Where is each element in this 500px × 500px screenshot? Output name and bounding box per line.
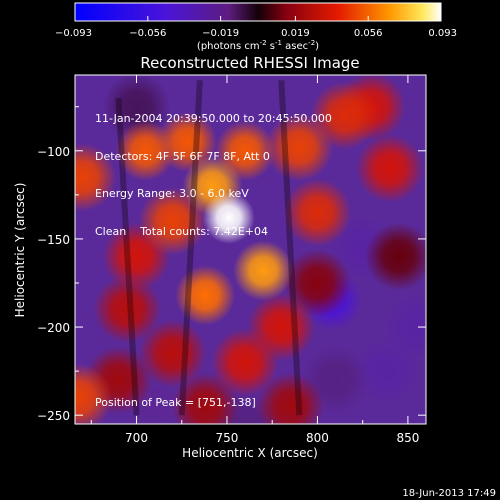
x-tick-label: 850 [396, 431, 419, 445]
heatmap-source [115, 120, 176, 181]
colorbar-tick-label: −0.019 [202, 28, 239, 39]
chart-title: Reconstructed RHESSI Image [140, 54, 359, 72]
heatmap-source [355, 134, 424, 203]
heatmap-image [75, 75, 426, 424]
heatmap-stripe [115, 97, 140, 416]
x-tick-label: 700 [125, 431, 148, 445]
y-tick-label: −250 [37, 409, 70, 423]
y-axis-label: Heliocentric Y (arcsec) [13, 183, 27, 318]
heatmap-minimum [382, 293, 426, 362]
y-tick-label: −150 [37, 233, 70, 247]
heatmap-source [138, 319, 207, 388]
colorbar-ticks: −0.093 −0.056 −0.019 0.019 0.056 0.093 [55, 16, 457, 39]
heatmap-source [175, 265, 236, 326]
heatmap-source [247, 293, 316, 362]
peak-position-label: Position of Peak = [751,-138] [95, 396, 256, 409]
colorbar-tick-label: 0.056 [354, 28, 383, 39]
x-tick-label: 750 [216, 431, 239, 445]
colorbar-tick-label: 0.019 [281, 28, 310, 39]
plot-frame [74, 74, 427, 425]
colorbar-tick-label: −0.056 [129, 28, 166, 39]
x-axis-label: Heliocentric X (arcsec) [182, 446, 318, 460]
x-tick-label: 800 [306, 431, 329, 445]
heatmap-source [75, 363, 113, 424]
info-line-detectors: Detectors: 4F 5F 6F 7F 8F, Att 0 [95, 149, 270, 163]
heatmap-stripe [178, 80, 203, 416]
axis-ticks: 700 750 800 850 −100 −150 −200 −250 [37, 75, 426, 445]
colorbar-tick-label: −0.093 [55, 28, 92, 39]
colorbar [74, 2, 442, 22]
colorbar-tick-label: 0.093 [428, 28, 457, 39]
heatmap-source [265, 113, 334, 182]
heatmap-source [256, 372, 325, 424]
info-line-counts: Clean Total counts: 7.42E+04 [95, 224, 269, 238]
info-line-energy: Energy Range: 3.0 - 6.0 keV [95, 187, 249, 200]
heatmap-source [202, 191, 255, 244]
observation-info: 11-Jan-2004 20:39:50.000 to 20:45:50.000… [95, 88, 332, 251]
info-line-time: 11-Jan-2004 20:39:50.000 to 20:45:50.000 [95, 112, 332, 125]
heatmap-source [75, 143, 117, 212]
heatmap-source [283, 178, 352, 247]
heatmap-source [233, 240, 294, 301]
heatmap-stripe [278, 80, 303, 416]
heatmap-source [93, 275, 162, 344]
heatmap-source [364, 222, 426, 291]
y-tick-label: −100 [37, 145, 70, 159]
footer-timestamp: 18-Jun-2013 17:49 [402, 488, 496, 499]
y-tick-label: −200 [37, 321, 70, 335]
colorbar-label: (photons cm-2 s-1 asec-2) [197, 39, 319, 52]
